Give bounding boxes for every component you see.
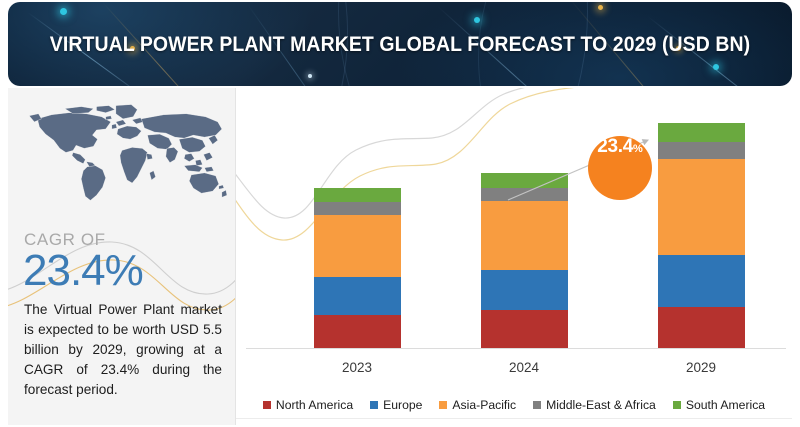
segment-north-america bbox=[481, 310, 568, 348]
segment-asia-pacific bbox=[481, 201, 568, 270]
left-summary-panel: CAGR OF 23.4% The Virtual Power Plant ma… bbox=[8, 88, 236, 425]
segment-north-america bbox=[314, 315, 401, 348]
decorative-dot bbox=[676, 46, 681, 51]
cagr-badge-unit: % bbox=[633, 143, 643, 155]
legend-item-middle-east-africa[interactable]: Middle-East & Africa bbox=[533, 398, 656, 412]
legend-swatch-icon bbox=[439, 401, 448, 409]
legend-swatch-icon bbox=[672, 401, 681, 409]
decorative-dot bbox=[130, 46, 135, 51]
legend-label: Asia-Pacific bbox=[452, 398, 517, 412]
legend-label: Middle-East & Africa bbox=[546, 398, 656, 412]
page-title: VIRTUAL POWER PLANT MARKET GLOBAL FORECA… bbox=[49, 31, 751, 56]
x-tick-label-2023: 2023 bbox=[341, 360, 373, 375]
legend-item-europe[interactable]: Europe bbox=[370, 398, 422, 412]
legend-label: South America bbox=[685, 398, 766, 412]
segment-europe bbox=[658, 255, 745, 307]
bar-2024 bbox=[481, 173, 568, 348]
summary-text: The Virtual Power Plant market is expect… bbox=[24, 302, 222, 397]
decorative-dot bbox=[308, 74, 312, 78]
bar-2029 bbox=[658, 123, 745, 348]
segment-north-america bbox=[658, 307, 745, 348]
world-map-icon bbox=[16, 96, 230, 214]
segment-middle-east-africa bbox=[481, 188, 568, 201]
cagr-badge: 23.4% bbox=[588, 136, 652, 200]
segment-asia-pacific bbox=[314, 215, 401, 277]
segment-south-america bbox=[481, 173, 568, 188]
legend-swatch-icon bbox=[370, 401, 379, 409]
segment-south-america bbox=[658, 123, 745, 142]
segment-middle-east-africa bbox=[314, 202, 401, 215]
segment-europe bbox=[314, 277, 401, 315]
x-tick-label-2024: 2024 bbox=[508, 360, 540, 375]
cagr-badge-value: 23.4 bbox=[597, 136, 633, 157]
chart-legend: North America Europe Asia-Pacific Middle… bbox=[236, 390, 792, 420]
segment-asia-pacific bbox=[658, 159, 745, 255]
legend-item-north-america[interactable]: North America bbox=[262, 398, 354, 412]
x-axis-line bbox=[246, 348, 786, 349]
bar-2023 bbox=[314, 188, 401, 348]
legend-divider bbox=[236, 418, 792, 419]
legend-label: Europe bbox=[383, 398, 423, 412]
segment-south-america bbox=[314, 188, 401, 202]
decorative-dot bbox=[713, 64, 719, 70]
header-banner: VIRTUAL POWER PLANT MARKET GLOBAL FORECA… bbox=[8, 2, 792, 86]
segment-europe bbox=[481, 270, 568, 310]
decorative-dot bbox=[598, 5, 603, 10]
stacked-bar-chart: 2023 2024 2029 bbox=[236, 88, 792, 383]
cagr-label: CAGR OF bbox=[24, 230, 106, 249]
segment-middle-east-africa bbox=[658, 142, 745, 159]
legend-item-south-america[interactable]: South America bbox=[672, 398, 766, 412]
decorative-arc bbox=[478, 2, 792, 86]
cagr-value: 23.4% bbox=[23, 246, 144, 295]
decorative-dot bbox=[474, 17, 480, 23]
legend-label: North America bbox=[275, 398, 354, 412]
legend-item-asia-pacific[interactable]: Asia-Pacific bbox=[439, 398, 516, 412]
legend-swatch-icon bbox=[533, 401, 542, 409]
x-tick-label-2029: 2029 bbox=[685, 360, 717, 375]
decorative-dot bbox=[60, 8, 67, 15]
legend-swatch-icon bbox=[262, 401, 271, 409]
